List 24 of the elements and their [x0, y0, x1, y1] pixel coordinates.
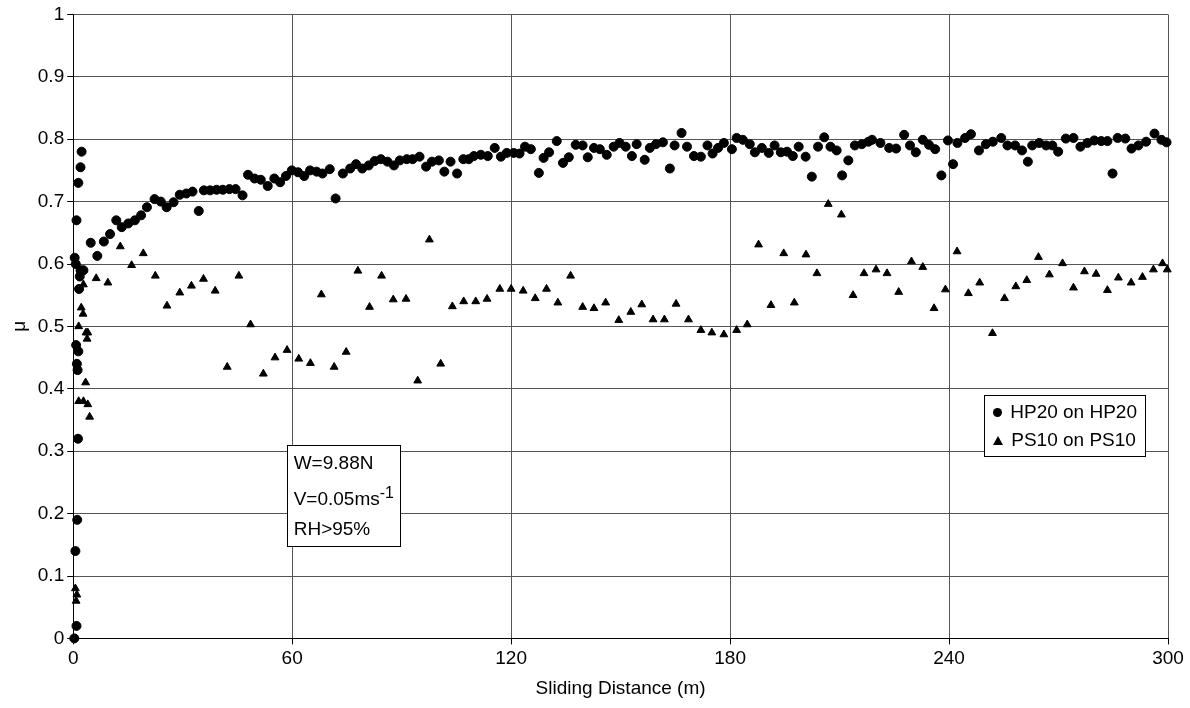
x-axis-title: Sliding Distance (m) [535, 676, 706, 698]
annotation: V=0.05ms$^{-1}$ [293, 482, 394, 512]
x-tick-label: 180 [714, 647, 746, 669]
legend-label: PS10 on PS10 [1011, 428, 1136, 453]
x-tick-label: 240 [933, 647, 965, 669]
y-tick-label: 0.2 [37, 501, 65, 523]
y-tick-label: 0 [53, 626, 65, 648]
y-tick-label: 0.8 [37, 127, 65, 149]
y-tick-label: 0.7 [37, 189, 65, 211]
y-axis-title: μ [7, 320, 29, 332]
x-tick-label: 0 [67, 647, 79, 669]
y-tick-label: 1 [53, 2, 65, 24]
legend-label: HP20 on HP20 [1010, 400, 1137, 425]
y-tick-label: 0.3 [37, 439, 65, 461]
x-tick-label: 300 [1152, 647, 1184, 669]
x-tick-label: 60 [281, 647, 303, 669]
y-tick-label: 0.5 [37, 314, 65, 336]
y-tick-label: 0.6 [37, 252, 65, 274]
annotation: W=9.88N [293, 450, 375, 475]
y-tick-label: 0.9 [37, 65, 65, 87]
annotation: RH>95% [293, 517, 372, 542]
y-tick-label: 0.4 [37, 377, 65, 399]
y-tick-label: 0.1 [37, 564, 65, 586]
x-tick-label: 120 [495, 647, 527, 669]
